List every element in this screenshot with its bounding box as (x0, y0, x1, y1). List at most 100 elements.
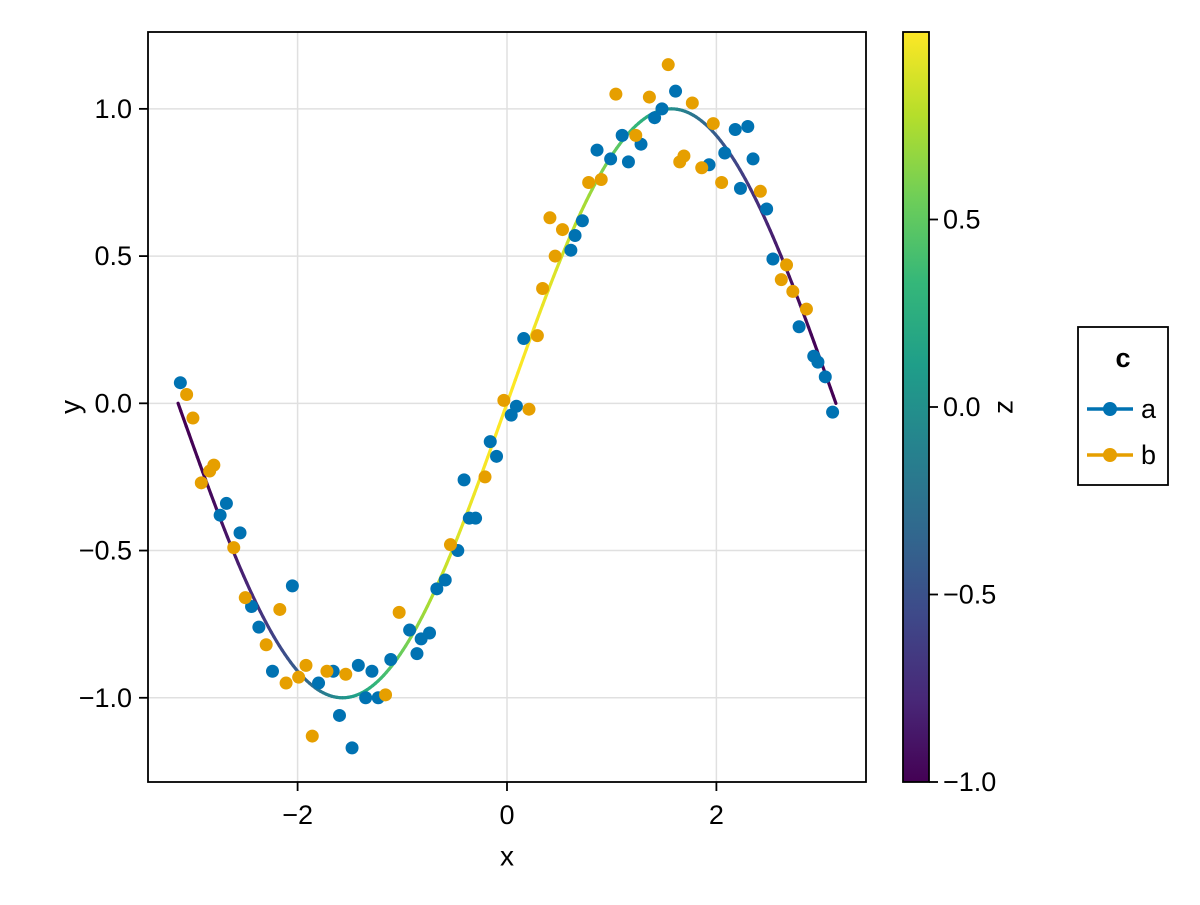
scatter-point-b (186, 412, 199, 425)
scatter-point-b (543, 211, 556, 224)
scatter-point-b (556, 223, 569, 236)
scatter-point-b (662, 58, 675, 71)
colorbar-label: z (988, 400, 1019, 414)
scatter-point-b (531, 329, 544, 342)
scatter-point-a (760, 202, 773, 215)
legend: cab (1078, 327, 1168, 485)
scatter-point-b (227, 541, 240, 554)
scatter-point-b (686, 96, 699, 109)
sine-curve-segment (833, 396, 836, 404)
scatter-point-b (695, 161, 708, 174)
scatter-point-a (252, 621, 265, 634)
scatter-point-a (333, 709, 346, 722)
y-tick-label: −1.0 (79, 683, 132, 713)
legend-entry-marker (1103, 402, 1117, 416)
scatter-point-b (780, 258, 793, 271)
scatter-point-a (174, 376, 187, 389)
scatter-point-a (655, 102, 668, 115)
colorbar: −1.0 −0.5 0.0 0.5 z (903, 32, 1019, 797)
scatter-point-a (403, 624, 416, 637)
colorbar-tick-label: −0.5 (943, 580, 996, 610)
scatter-point-a (729, 123, 742, 136)
scatter-point-b (786, 285, 799, 298)
colorbar-bar (903, 32, 929, 782)
scatter-point-b (522, 403, 535, 416)
scatter-point-a (616, 129, 629, 142)
scatter-point-b (549, 250, 562, 263)
scatter-point-b (320, 665, 333, 678)
scatter-point-b (195, 476, 208, 489)
scatter-point-a (517, 332, 530, 345)
scatter-point-b (677, 149, 690, 162)
scatter-point-b (339, 668, 352, 681)
colorbar-tick-label: 0.0 (943, 392, 981, 422)
x-tick-label: 2 (709, 800, 724, 830)
scatter-point-b (609, 88, 622, 101)
scatter-point-a (564, 244, 577, 257)
scatter-point-b (207, 459, 220, 472)
x-tick-label: 0 (499, 800, 514, 830)
scatter-point-b (479, 470, 492, 483)
y-tick-label: 0.5 (94, 241, 132, 271)
scatter-point-b (595, 173, 608, 186)
scatter-point-b (299, 659, 312, 672)
scatter-point-a (312, 677, 325, 690)
scatter-point-a (352, 659, 365, 672)
scatter-point-a (286, 579, 299, 592)
scatter-point-a (811, 356, 824, 369)
scatter-point-a (569, 229, 582, 242)
scatter-point-b (260, 638, 273, 651)
scatter-point-b (754, 185, 767, 198)
scatter-point-b (393, 606, 406, 619)
scatter-point-a (826, 406, 839, 419)
scatter-point-b (629, 129, 642, 142)
scatter-point-b (707, 117, 720, 130)
scatter-point-a (346, 741, 359, 754)
scatter-point-b (280, 677, 293, 690)
colorbar-tick-label: 0.5 (943, 205, 981, 235)
scatter-point-b (582, 176, 595, 189)
scatter-point-b (497, 394, 510, 407)
scatter-point-a (766, 253, 779, 266)
scatter-point-a (484, 435, 497, 448)
legend-entry-marker (1103, 448, 1117, 462)
colorbar-tick-label: −1.0 (943, 767, 996, 797)
scatter-point-b (306, 730, 319, 743)
scatter-point-a (423, 627, 436, 640)
scatter-point-a (439, 573, 452, 586)
scatter-point-a (747, 152, 760, 165)
scatter-point-a (793, 320, 806, 333)
scatter-point-a (220, 497, 233, 510)
y-axis: −1.0−0.50.00.51.0y (55, 94, 149, 713)
scatter-point-b (715, 176, 728, 189)
x-axis-label: x (500, 841, 514, 872)
scatter-point-a (359, 691, 372, 704)
y-axis-label: y (55, 400, 86, 414)
scatter-point-b (775, 273, 788, 286)
scatter-point-b (273, 603, 286, 616)
scatter-point-a (741, 120, 754, 133)
scatter-point-b (180, 388, 193, 401)
scatter-point-a (469, 512, 482, 525)
scatter-point-a (384, 653, 397, 666)
scatter-point-a (819, 370, 832, 383)
scatter-point-b (444, 538, 457, 551)
scatter-point-b (379, 688, 392, 701)
legend-entry-label: a (1141, 394, 1157, 424)
scatter-point-a (458, 473, 471, 486)
scatter-point-a (591, 144, 604, 157)
y-tick-label: 1.0 (94, 94, 132, 124)
scatter-point-b (239, 591, 252, 604)
scatter-point-a (734, 182, 747, 195)
scatter-point-a (214, 509, 227, 522)
scatter-point-b (643, 91, 656, 104)
scatter-point-b (536, 282, 549, 295)
y-tick-label: −0.5 (79, 536, 132, 566)
scatter-point-a (669, 85, 682, 98)
scatter-point-a (718, 147, 731, 160)
scatter-point-a (365, 665, 378, 678)
scatter-point-b (800, 303, 813, 316)
